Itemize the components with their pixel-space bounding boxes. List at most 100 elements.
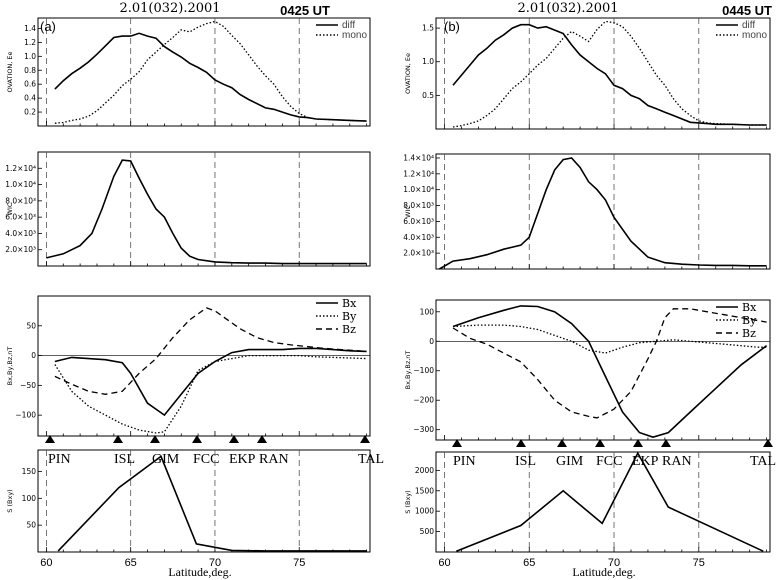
- panel-label-a: (a): [40, 19, 56, 34]
- y-tick-label: −100: [15, 411, 36, 420]
- y-axis-label: OVATION, Ee: [404, 53, 412, 94]
- station-label-ran: RAN: [259, 452, 289, 467]
- y-tick-label: 1.2×10⁴: [5, 164, 36, 173]
- legend-label: diff: [342, 20, 355, 31]
- y-tick-label: 2.0×10³: [403, 249, 434, 258]
- legend-label: Bz: [742, 327, 756, 340]
- station-label-ekp: EKP: [229, 452, 256, 467]
- station-marker: [229, 435, 239, 443]
- station-label-fcc: FCC: [596, 454, 622, 469]
- panel-frame: [435, 299, 771, 441]
- y-tick-label: 1.2: [24, 38, 36, 47]
- y-tick-label: −300: [413, 425, 434, 434]
- station-marker: [516, 439, 526, 447]
- station-markers-right: PIN ISL GIM FCC EKP RAN TAL: [452, 439, 776, 469]
- station-marker: [557, 439, 567, 447]
- station-marker: [661, 439, 671, 447]
- station-label-tal: TAL: [358, 452, 384, 467]
- x-axis-label-left: Latitude,deg.: [168, 565, 231, 579]
- panel-label-b: (b): [444, 19, 460, 34]
- y-tick-label: 6.0×10³: [5, 213, 36, 222]
- date-title-right: 2.01(032).2001: [517, 1, 618, 16]
- station-marker: [150, 435, 160, 443]
- series-line: [57, 455, 367, 552]
- y-axis-label: Bx,By,Bz,nT: [404, 351, 412, 390]
- series-line-bz: [54, 307, 367, 395]
- series-line: [438, 157, 767, 270]
- x-axis-label-right: Latitude,deg.: [572, 565, 635, 579]
- y-tick-label: 1.2×10⁴: [403, 169, 434, 178]
- series-line-diff: [54, 32, 367, 122]
- station-label-isl: ISL: [515, 454, 536, 469]
- y-tick-label: 2.0×10³: [5, 245, 36, 254]
- y-tick-label: 8.0×10³: [5, 196, 36, 205]
- station-marker: [257, 435, 267, 443]
- x-tick-label: 70: [209, 557, 221, 569]
- panel-frame: [435, 17, 771, 130]
- time-label-right: 0445 UT: [722, 3, 772, 18]
- y-axis-label: Bx,By,Bz,nT: [6, 347, 14, 386]
- legend-label: Bx: [342, 297, 357, 310]
- y-tick-label: 100: [420, 307, 435, 316]
- y-tick-label: 50: [26, 321, 36, 330]
- y-axis-label: OVATION, Ee: [6, 51, 14, 92]
- panel-frame: [37, 151, 371, 267]
- x-tick-label: 75: [293, 557, 305, 569]
- series-line: [46, 159, 367, 265]
- y-axis-label: WIC: [404, 205, 412, 218]
- legend-label: diff: [742, 20, 755, 31]
- legend-label: By: [742, 314, 757, 327]
- panel-frame: [435, 153, 771, 270]
- y-tick-label: 8.0×10³: [403, 201, 434, 210]
- y-tick-label: −200: [413, 396, 434, 405]
- station-label-tal: TAL: [750, 454, 776, 469]
- station-marker: [192, 435, 202, 443]
- y-tick-label: 1.5: [422, 24, 434, 33]
- date-title-left: 2.01(032).2001: [119, 1, 220, 16]
- time-label-left: 0425 UT: [280, 3, 330, 18]
- series-line-diff: [452, 23, 767, 126]
- station-label-ekp: EKP: [632, 454, 659, 469]
- station-label-fcc: FCC: [193, 452, 219, 467]
- series-line: [456, 451, 764, 552]
- station-label-isl: ISL: [114, 452, 135, 467]
- series-line-bx: [452, 305, 768, 438]
- station-label-gim: GIM: [556, 454, 584, 469]
- panel-frame: [37, 295, 371, 437]
- y-tick-label: 1.0×10⁴: [403, 185, 434, 194]
- y-tick-label: 6.0×10³: [403, 217, 434, 226]
- station-marker: [45, 435, 55, 443]
- y-tick-label: 1500: [415, 486, 434, 495]
- y-tick-label: 4.0×10³: [5, 229, 36, 238]
- y-tick-label: 1.4×10⁴: [403, 153, 434, 162]
- station-marker: [633, 439, 643, 447]
- x-tick-label: 60: [40, 557, 52, 569]
- y-tick-label: 0.6: [24, 80, 36, 89]
- y-tick-label: 100: [22, 494, 37, 503]
- legend-label: Bx: [742, 301, 757, 314]
- series-line-bz: [452, 308, 767, 419]
- legend-label: Bz: [342, 323, 356, 336]
- y-tick-label: 1.4: [24, 24, 36, 33]
- panel-frame: [37, 17, 371, 127]
- panel-b-s: 500 1000 1500 2000 60 65 70 75 S (Bxy): [404, 451, 771, 569]
- station-marker: [360, 435, 370, 443]
- y-tick-label: 4.0×10³: [403, 233, 434, 242]
- x-tick-label: 65: [125, 557, 137, 569]
- y-tick-label: 150: [22, 467, 37, 476]
- series-line-by: [54, 354, 367, 434]
- panel-a-s: 50 100 150 60 65 70 75 S (Bxy): [6, 449, 371, 569]
- panel-frame: [37, 449, 371, 553]
- station-label-pin: PIN: [48, 452, 71, 467]
- station-marker: [763, 439, 773, 447]
- station-label-ran: RAN: [662, 454, 692, 469]
- panel-frame: [435, 451, 771, 553]
- y-tick-label: 1000: [415, 507, 434, 516]
- y-tick-label: 1.0×10⁴: [5, 180, 36, 189]
